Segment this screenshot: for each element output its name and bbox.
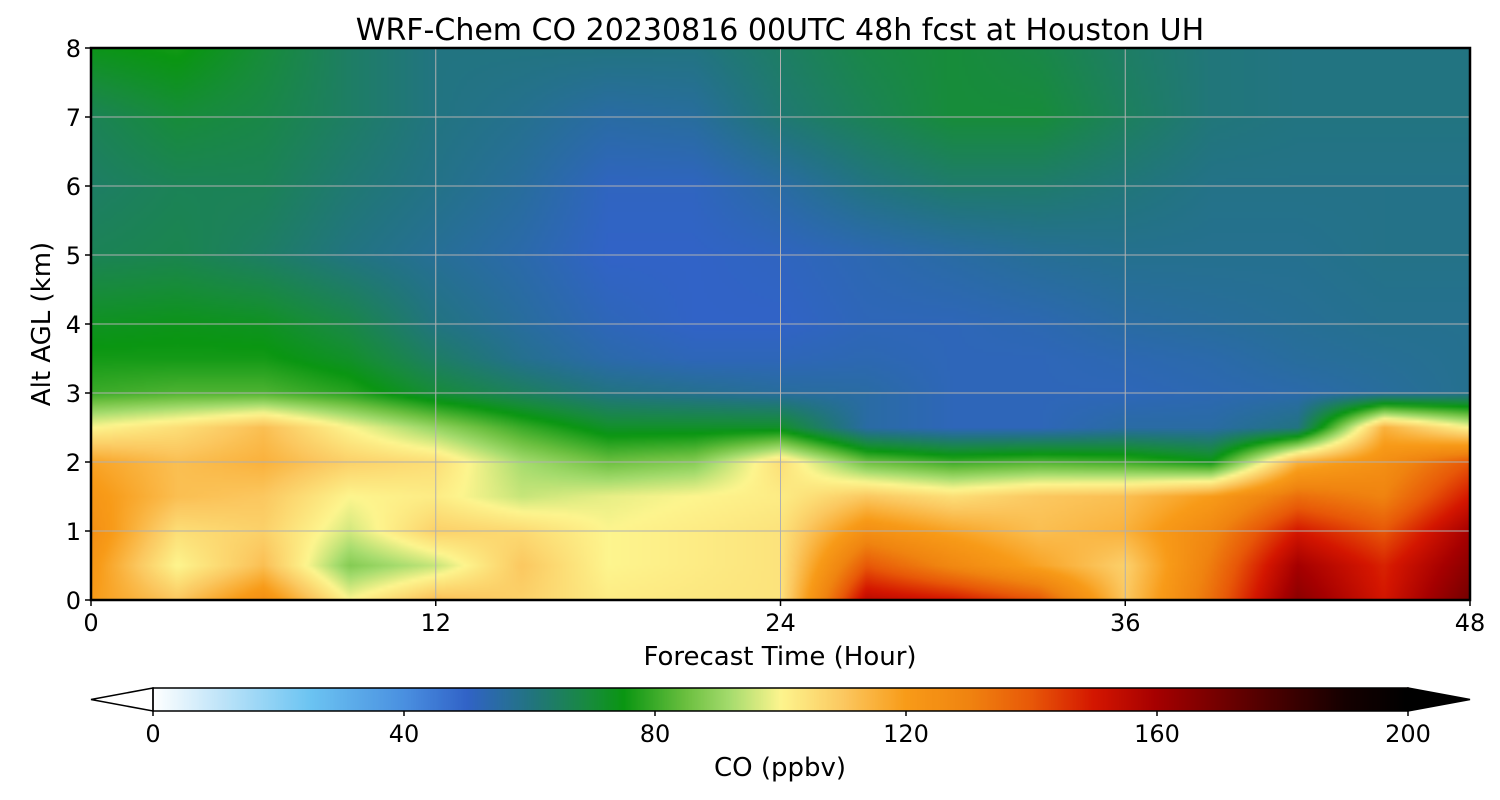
colorbar-low-extension [90,687,154,712]
y-tick-label: 4 [66,311,81,339]
y-tick-label: 1 [66,518,81,546]
y-tick-label: 3 [66,380,81,408]
colorbar-tick-label: 160 [1134,720,1180,748]
colorbar-tick-label: 80 [640,720,671,748]
x-tick-label: 24 [765,609,796,637]
y-tick-label: 7 [66,104,81,132]
y-tick-label: 5 [66,242,81,270]
colorbar-tick-label: 0 [145,720,160,748]
colorbar-tick-label: 200 [1385,720,1431,748]
y-axis: 0 1 2 3 4 5 6 7 8 [66,35,91,615]
colorbar-high-extension [1407,687,1471,712]
y-tick-label: 0 [66,587,81,615]
colorbar-tick-label: 40 [389,720,420,748]
chart-title: WRF-Chem CO 20230816 00UTC 48h fcst at H… [356,13,1204,48]
x-axis: 0 12 24 36 48 [83,600,1485,637]
colorbar-gradient [153,688,1408,711]
colorbar: 0 40 80 120 160 200 CO (ppbv) [90,687,1471,783]
y-tick-label: 6 [66,173,81,201]
y-tick-label: 8 [66,35,81,63]
colorbar-ticks: 0 40 80 120 160 200 [145,711,1431,748]
x-tick-label: 0 [83,609,98,637]
colorbar-frame [152,687,1409,712]
x-tick-label: 48 [1455,609,1486,637]
plot-area [89,46,1472,602]
colorbar-label: CO (ppbv) [714,753,846,783]
y-axis-label: Alt AGL (km) [27,242,57,406]
colorbar-tick-label: 120 [883,720,929,748]
grid-lines [91,48,1470,600]
x-axis-label: Forecast Time (Hour) [643,642,916,672]
x-tick-label: 36 [1110,609,1141,637]
y-tick-label: 2 [66,449,81,477]
x-tick-label: 12 [420,609,451,637]
